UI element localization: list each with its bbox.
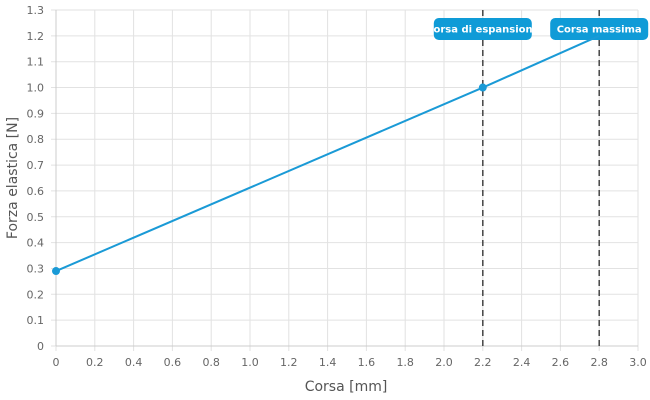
x-tick-label: 0.4 — [125, 356, 143, 369]
x-tick-label: 1.4 — [319, 356, 337, 369]
y-tick-label: 0 — [37, 340, 44, 353]
x-tick-label: 0.8 — [202, 356, 220, 369]
y-tick-label: 0.3 — [27, 262, 45, 275]
x-tick-label: 1.8 — [396, 356, 414, 369]
data-point — [52, 267, 60, 276]
y-tick-label: 0.8 — [27, 133, 45, 146]
annotation-label: Corsa di espansione — [426, 18, 540, 40]
x-tick-label: 2.2 — [474, 356, 492, 369]
x-tick-label: 0.2 — [86, 356, 104, 369]
x-tick-label: 3.0 — [629, 356, 647, 369]
y-tick-labels: 0 0.1 0.2 0.3 0.4 0.5 0.6 0.7 0.8 0.9 1.0 1.1 1.2 1.3 — [27, 4, 45, 353]
x-tick-label: 1.6 — [358, 356, 376, 369]
x-tick-label: 2.4 — [513, 356, 531, 369]
annotations: Corsa di espansione Corsa massima — [426, 10, 649, 346]
series — [52, 34, 600, 276]
x-tick-label: 1.2 — [280, 356, 298, 369]
x-tick-label: 0 — [53, 356, 60, 369]
data-point — [478, 83, 487, 92]
y-tick-label: 0.5 — [27, 211, 45, 224]
y-tick-label: 0.1 — [27, 314, 45, 327]
y-tick-label: 1.1 — [27, 56, 45, 69]
annotation-label-text: Corsa di espansione — [426, 25, 540, 36]
y-tick-label: 1.0 — [27, 82, 45, 95]
y-axis-title: Forza elastica [N] — [5, 117, 21, 239]
annotation-label-background — [433, 18, 532, 40]
y-tick-label: 1.2 — [27, 30, 45, 43]
x-tick-label: 0.6 — [164, 356, 182, 369]
y-tick-label: 0.9 — [27, 107, 45, 120]
annotation-label: Corsa massima — [550, 18, 649, 40]
y-tick-label: 0.6 — [27, 185, 45, 198]
x-axis-title: Corsa [mm] — [305, 379, 388, 395]
x-tick-labels: 0 0.2 0.4 0.6 0.8 1.0 1.2 1.4 1.6 1.8 2.0 2.2 2.4 2.6… — [53, 356, 647, 369]
x-tick-label: 2.8 — [590, 356, 608, 369]
annotation-label-text: Corsa massima — [557, 25, 642, 36]
axes — [55, 10, 638, 347]
y-tick-label: 0.4 — [27, 237, 45, 250]
x-tick-label: 2.6 — [552, 356, 570, 369]
y-tick-label: 0.7 — [27, 159, 45, 172]
y-tick-label: 0.2 — [27, 288, 45, 301]
grid — [51, 9, 639, 351]
annotation-label-background — [550, 18, 649, 40]
y-tick-label: 1.3 — [27, 4, 45, 17]
x-tick-label: 2.0 — [435, 356, 453, 369]
x-tick-label: 1.0 — [241, 356, 259, 369]
